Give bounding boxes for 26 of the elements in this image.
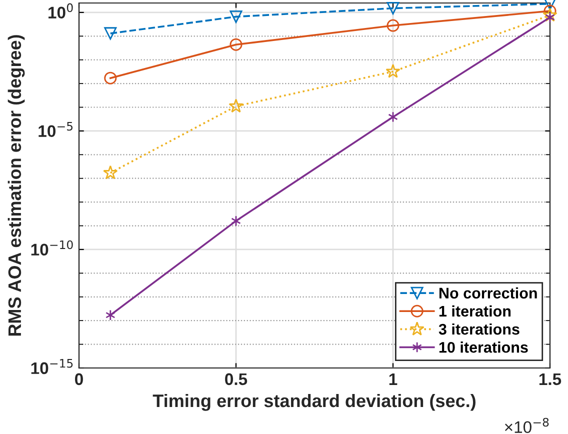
text: ×10$^{−8}$ <box>504 418 549 434</box>
x-tick-label: 0 <box>75 373 83 386</box>
y-tick-label: 10$^{−5}$ <box>38 122 73 138</box>
x-axis-title: Timing error standard deviation (sec.) <box>152 394 476 411</box>
point <box>230 10 242 23</box>
y-tick-label: 10$^{0}$ <box>48 3 73 19</box>
point <box>542 8 558 22</box>
legend-label: 10 iterations <box>439 342 528 353</box>
x-tick-label: 1 <box>389 373 398 385</box>
x-tick-label: 1.5 <box>539 373 562 386</box>
legend-label: 3 iterations <box>438 323 520 335</box>
point <box>544 4 556 18</box>
point <box>104 72 117 84</box>
point <box>103 165 118 180</box>
legend-label: No correction <box>439 287 537 299</box>
y-tick-label: 10$^{−10}$ <box>31 240 73 256</box>
x-tick-label: 0.5 <box>225 373 248 386</box>
point <box>230 38 242 51</box>
point <box>386 19 400 32</box>
point <box>386 2 400 15</box>
point <box>386 64 400 78</box>
legend-label: 1 iteration <box>439 305 511 317</box>
point <box>104 27 117 40</box>
point <box>228 98 244 113</box>
y-axis-title: RMS AOA estimation error (degree) <box>8 35 25 336</box>
y-tick-label: 10$^{−15}$ <box>31 359 73 374</box>
